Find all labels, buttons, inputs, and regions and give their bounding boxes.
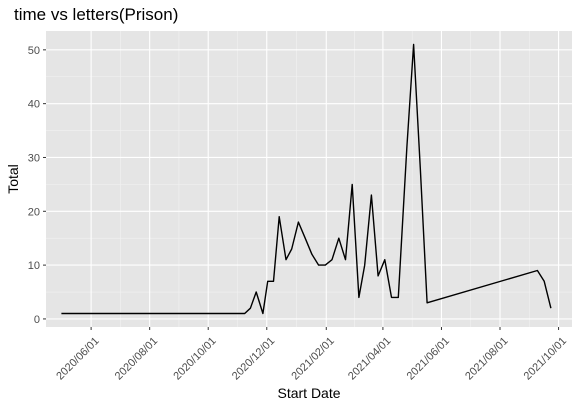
grid-minor bbox=[46, 31, 572, 327]
x-tick-label: 2021/10/01 bbox=[522, 335, 569, 382]
y-tick-labels: 0 10 20 30 40 50 bbox=[28, 45, 40, 326]
x-tick-label: 2020/12/01 bbox=[230, 335, 277, 382]
y-tick-label: 40 bbox=[28, 99, 40, 111]
plot-panel bbox=[46, 31, 572, 327]
axis-ticks bbox=[43, 49, 560, 330]
series-line bbox=[61, 43, 552, 315]
y-tick-label: 10 bbox=[28, 260, 40, 272]
series-layer bbox=[61, 43, 552, 315]
y-tick-label: 0 bbox=[34, 314, 40, 326]
x-tick-labels: 2020/06/01 2020/08/01 2020/10/01 2020/12/01… bbox=[54, 335, 569, 382]
x-tick-label: 2020/08/01 bbox=[113, 335, 160, 382]
grid-major bbox=[46, 31, 572, 327]
y-tick-label: 50 bbox=[28, 45, 40, 57]
x-tick-label: 2021/08/01 bbox=[463, 335, 510, 382]
x-axis-title: Start Date bbox=[277, 385, 340, 401]
y-axis-title: Total bbox=[5, 164, 21, 194]
chart-title: time vs letters(Prison) bbox=[14, 5, 179, 24]
y-tick-label: 20 bbox=[28, 206, 40, 218]
x-tick-label: 2020/10/01 bbox=[171, 335, 218, 382]
x-tick-label: 2020/06/01 bbox=[54, 335, 101, 382]
x-tick-label: 2021/04/01 bbox=[346, 335, 393, 382]
y-tick-label: 30 bbox=[28, 152, 40, 164]
x-tick-label: 2021/02/01 bbox=[289, 335, 336, 382]
x-tick-label: 2021/06/01 bbox=[405, 335, 452, 382]
